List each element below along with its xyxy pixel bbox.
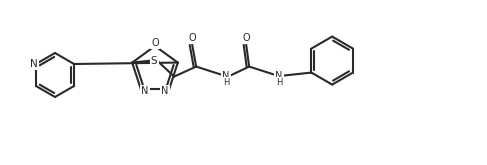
Text: N: N: [223, 71, 230, 81]
Text: O: O: [188, 33, 196, 43]
Text: N: N: [30, 59, 38, 69]
Text: S: S: [151, 56, 157, 66]
Text: N: N: [276, 71, 283, 81]
Text: H: H: [223, 78, 229, 87]
Text: N: N: [141, 86, 149, 96]
Text: O: O: [243, 33, 250, 43]
Text: H: H: [276, 78, 282, 87]
Text: O: O: [151, 38, 159, 48]
Text: N: N: [161, 86, 169, 96]
